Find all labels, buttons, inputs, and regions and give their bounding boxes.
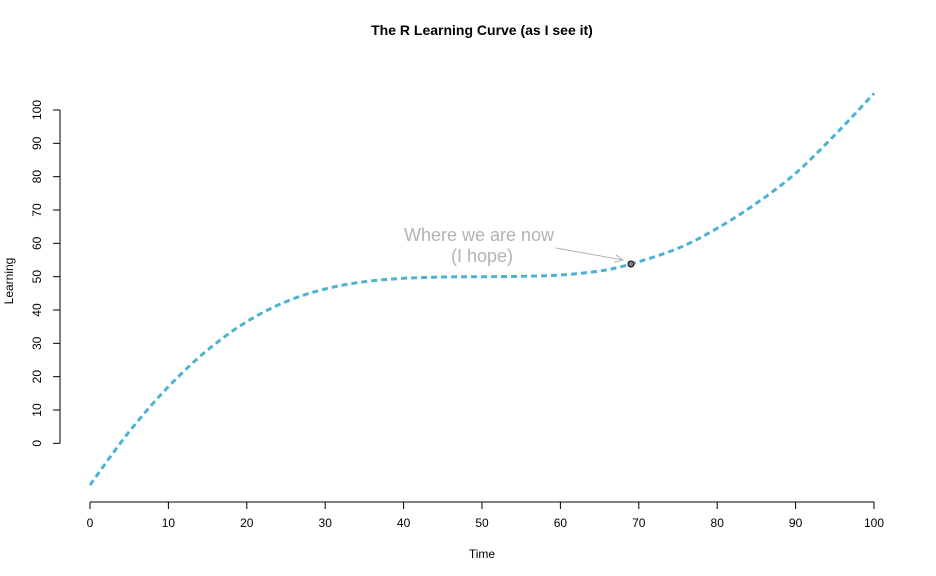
x-tick-label: 30 xyxy=(319,516,333,530)
y-tick-label: 80 xyxy=(30,170,44,184)
x-tick-label: 80 xyxy=(711,516,725,530)
x-tick-label: 70 xyxy=(632,516,646,530)
y-tick-label: 100 xyxy=(30,100,44,120)
y-tick-label: 40 xyxy=(30,303,44,317)
chart-title: The R Learning Curve (as I see it) xyxy=(371,22,593,38)
annotation-arrow-head xyxy=(614,254,625,263)
x-tick-label: 60 xyxy=(554,516,568,530)
y-tick-label: 0 xyxy=(30,440,44,447)
series-layer xyxy=(88,92,876,486)
y-tick-label: 20 xyxy=(30,370,44,384)
series-line xyxy=(88,92,876,486)
y-tick-label: 60 xyxy=(30,236,44,250)
x-tick-label: 50 xyxy=(475,516,489,530)
x-axis-label: Time xyxy=(469,547,496,561)
annotation-layer: Where we are now (I hope) xyxy=(404,225,625,266)
x-tick-label: 100 xyxy=(864,516,884,530)
x-tick-label: 0 xyxy=(87,516,94,530)
x-tick-label: 10 xyxy=(162,516,176,530)
y-tick-label: 50 xyxy=(30,270,44,284)
annotation-arrow-shaft xyxy=(555,247,624,261)
annotation-line-2: (I hope) xyxy=(451,246,513,266)
y-axis-label: Learning xyxy=(2,258,16,305)
y-tick-label: 70 xyxy=(30,203,44,217)
highlight-point xyxy=(627,260,635,268)
x-tick-label: 90 xyxy=(789,516,803,530)
x-tick-label: 40 xyxy=(397,516,411,530)
x-tick-label: 20 xyxy=(240,516,254,530)
x-axis: 0 10 20 30 40 50 60 70 80 90 100 xyxy=(87,501,884,530)
annotation-line-1: Where we are now xyxy=(404,225,555,245)
y-tick-label: 90 xyxy=(30,136,44,150)
y-tick-label: 30 xyxy=(30,336,44,350)
y-axis: 0 10 20 30 40 50 60 70 80 90 100 xyxy=(30,100,61,447)
y-tick-label: 10 xyxy=(30,403,44,417)
